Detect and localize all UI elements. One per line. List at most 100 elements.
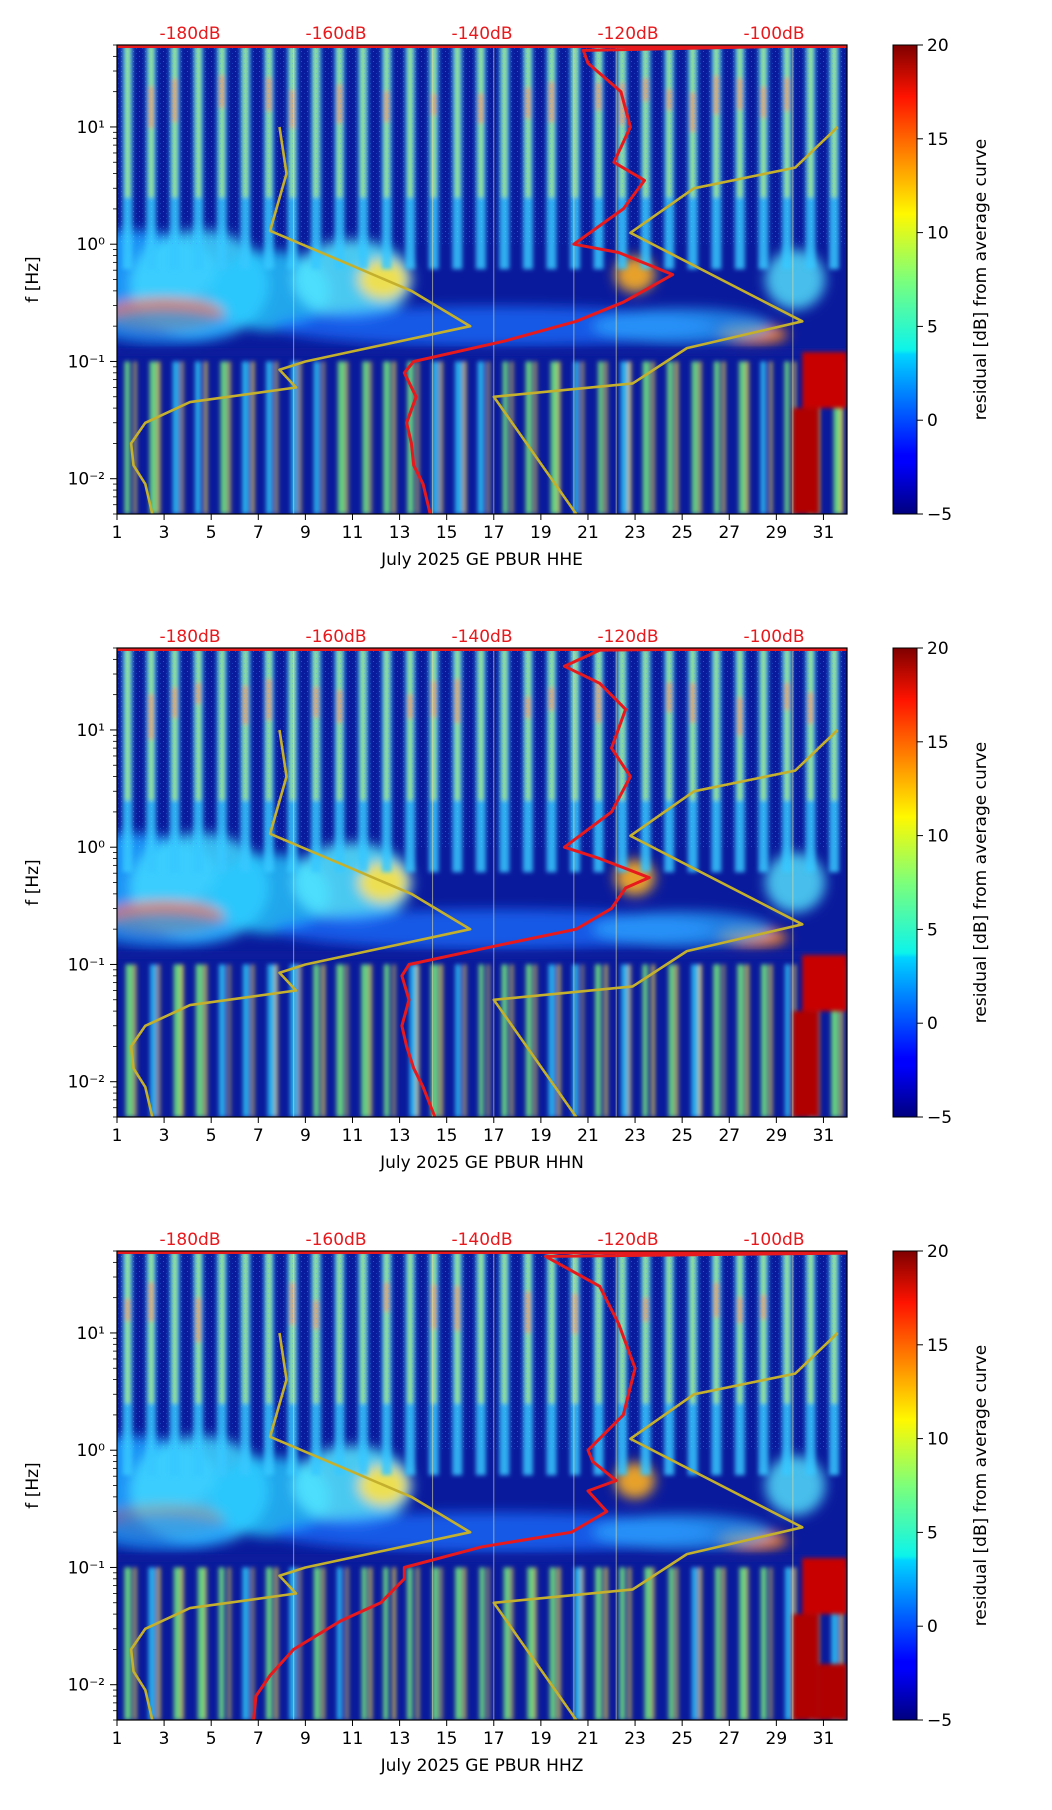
day-stripe-low-2: [345, 1567, 349, 1720]
day-stripe-low-2: [840, 361, 844, 514]
day-stripe-low-2: [321, 964, 325, 1117]
day-stripe-low: [620, 361, 629, 514]
day-stripe-low-2: [204, 361, 208, 514]
day-stripe-low: [478, 964, 484, 1117]
x-tick-label: 17: [483, 523, 505, 543]
hot-block: [792, 1011, 819, 1117]
day-stripe-low-2: [533, 1567, 537, 1720]
day-stripe-low-2: [345, 361, 349, 514]
day-stripe-low-2: [298, 1567, 302, 1720]
colorbar-tick-label: 0: [927, 411, 938, 431]
day-stripe-low-2: [369, 964, 373, 1117]
day-stripe-low-2: [581, 1567, 585, 1720]
top-db-label: -120dB: [597, 627, 658, 647]
day-stripe-low-2: [392, 964, 396, 1117]
colorbar-tick-label: 20: [927, 639, 949, 659]
y-tick-label: 10¹: [77, 118, 105, 138]
day-stripe-low-2: [439, 1567, 443, 1720]
day-stripe-low-2: [251, 361, 255, 514]
top-db-label: -100dB: [743, 1230, 804, 1250]
top-db-label: -160dB: [305, 24, 366, 44]
day-stripe-low-2: [157, 361, 161, 514]
colorbar-tick-label: 15: [927, 1336, 949, 1356]
top-db-label: -100dB: [743, 627, 804, 647]
day-stripe-low-2: [628, 964, 632, 1117]
day-stripe-low: [479, 1567, 485, 1720]
x-tick-label: 3: [159, 1126, 170, 1146]
day-stripe-low-2: [840, 1567, 844, 1720]
spectrogram-image: [117, 45, 847, 514]
x-tick-label: 13: [389, 523, 411, 543]
day-stripe-low: [739, 1567, 747, 1720]
day-stripe-low-2: [628, 361, 632, 514]
day-stripe-low-2: [651, 1567, 655, 1720]
energy-blob: [765, 1455, 826, 1516]
hot-block: [818, 1664, 847, 1720]
day-stripe-low-2: [604, 1567, 608, 1720]
x-tick-label: 19: [530, 1729, 552, 1749]
average-noise-curve: [402, 45, 847, 514]
day-stripe-low: [455, 361, 463, 514]
energy-blob: [592, 1514, 773, 1551]
day-stripe-low-2: [463, 1567, 467, 1720]
day-stripe-low: [409, 964, 418, 1117]
day-stripe-low: [644, 1567, 652, 1720]
day-stripe-low-2: [628, 1567, 632, 1720]
day-stripe-low-2: [557, 964, 561, 1117]
day-stripe-low-2: [675, 1567, 679, 1720]
day-stripe-low-2: [722, 964, 726, 1117]
x-tick-label: 3: [159, 1729, 170, 1749]
day-stripe-low: [574, 1567, 583, 1720]
y-axis-label: f [Hz]: [23, 859, 43, 905]
x-tick-label: 15: [436, 1126, 458, 1146]
x-tick-label: 23: [624, 523, 646, 543]
day-stripe-low-2: [604, 964, 608, 1117]
day-stripe-low-2: [369, 1567, 373, 1720]
x-tick-label: 1: [112, 1126, 123, 1146]
day-stripe-low: [218, 1567, 225, 1720]
x-tick-label: 9: [300, 1729, 311, 1749]
day-stripe-low: [267, 964, 276, 1117]
colorbar-tick-label: 15: [927, 130, 949, 150]
day-stripe-low: [667, 361, 674, 514]
day-stripe-low: [195, 964, 204, 1117]
colorbar-tick-label: −5: [927, 1108, 952, 1128]
colorbar-label: residual [dB] from average curve: [971, 1345, 991, 1626]
day-stripe-low-2: [745, 964, 749, 1117]
day-stripe-low: [595, 1567, 602, 1720]
day-stripe-low-2: [392, 361, 396, 514]
day-stripe-low-2: [251, 1567, 255, 1720]
day-stripe-low-2: [416, 361, 420, 514]
day-stripe-low-2: [251, 964, 255, 1117]
day-stripe-low: [527, 1567, 535, 1720]
day-stripe-low-2: [321, 361, 325, 514]
day-stripe-low-2: [180, 1567, 184, 1720]
hot-block: [792, 1614, 819, 1720]
colorbar-label: residual [dB] from average curve: [971, 139, 991, 420]
energy-blob: [592, 911, 773, 948]
day-stripe-low: [150, 964, 157, 1117]
x-tick-label: 19: [530, 523, 552, 543]
x-tick-label: 11: [342, 1126, 364, 1146]
day-stripe-low: [291, 361, 298, 514]
day-stripe-low-2: [439, 964, 443, 1117]
day-stripe-low: [384, 964, 390, 1117]
x-tick-label: 25: [671, 1729, 693, 1749]
hot-block: [802, 352, 847, 409]
spectrogram-image: [117, 648, 847, 1117]
reference-model-curve: [492, 126, 839, 514]
x-tick-label: 23: [624, 1126, 646, 1146]
top-db-label: -140dB: [451, 627, 512, 647]
y-tick-label: 10¹: [77, 1324, 105, 1344]
day-stripe-low-2: [651, 361, 655, 514]
top-db-label: -180dB: [159, 24, 220, 44]
day-stripe-low: [173, 1567, 181, 1720]
day-stripe-low-2: [486, 1567, 490, 1720]
x-tick-label: 7: [253, 523, 264, 543]
day-stripe-low: [220, 361, 228, 514]
day-stripe-low-2: [227, 1567, 231, 1720]
day-stripe-low: [831, 1567, 839, 1720]
day-stripe-low: [713, 964, 721, 1117]
day-stripe-low: [595, 964, 602, 1117]
